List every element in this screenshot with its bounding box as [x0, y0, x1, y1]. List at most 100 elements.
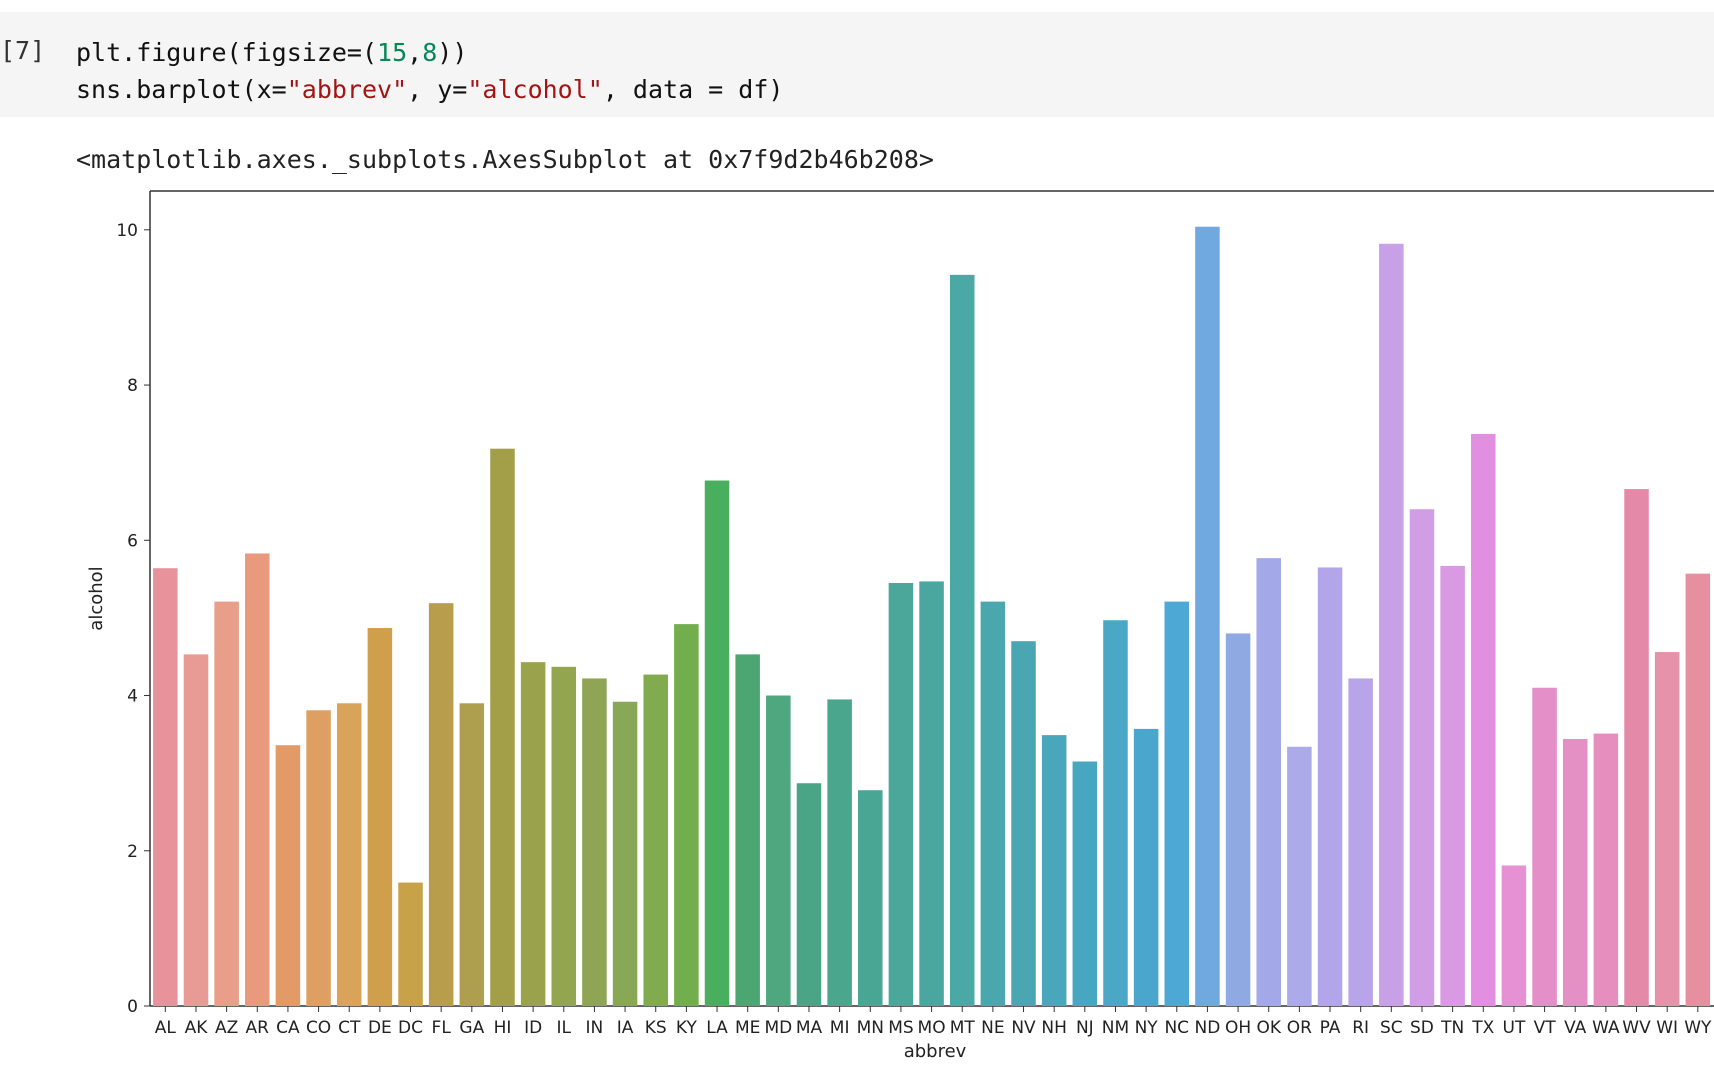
bar-la [704, 480, 730, 1006]
x-tick-label: AZ [215, 1018, 238, 1038]
bar-ar [245, 553, 270, 1006]
bar-sd [1409, 509, 1435, 1006]
x-tick-label: NV [1011, 1018, 1036, 1038]
bar-ri [1348, 678, 1373, 1006]
x-tick-label: DE [368, 1018, 392, 1038]
x-tick-label: MS [888, 1018, 913, 1038]
bar-ga [459, 703, 485, 1006]
y-tick-label: 10 [116, 221, 138, 241]
code-line-2: sns.barplot(x="abbrev", y="alcohol", dat… [76, 75, 784, 104]
x-tick-label: TN [1440, 1018, 1464, 1038]
bar-wv [1624, 489, 1649, 1006]
bar-al [153, 568, 178, 1006]
x-tick-label: IL [557, 1018, 572, 1038]
bar-mn [858, 790, 883, 1006]
bar-il [551, 666, 577, 1006]
x-tick-label: AL [155, 1018, 177, 1038]
bar-ut [1501, 865, 1527, 1006]
bar-wy [1685, 573, 1711, 1006]
bar-wa [1593, 733, 1619, 1006]
bar-ok [1256, 558, 1281, 1006]
x-tick-label: SD [1410, 1018, 1434, 1038]
x-tick-label: WI [1656, 1018, 1678, 1038]
x-tick-label: OK [1256, 1018, 1281, 1038]
x-tick-label: VA [1564, 1018, 1587, 1038]
bar-or [1287, 746, 1312, 1006]
y-axis-label: alcohol [86, 566, 107, 630]
x-tick-label: MI [830, 1018, 850, 1038]
bar-ak [183, 654, 209, 1006]
x-tick-label: KS [645, 1018, 667, 1038]
x-tick-label: SC [1380, 1018, 1403, 1038]
x-tick-label: OH [1225, 1018, 1251, 1038]
bar-nh [1041, 735, 1067, 1006]
x-tick-label: MO [918, 1018, 946, 1038]
code-cell-input[interactable] [0, 12, 1714, 117]
bar-az [214, 601, 239, 1006]
bar-ma [796, 783, 822, 1006]
bar-chart: AL AK AZ AR CA CO CT DE DC FL GA HI ID IL IN IA KS KY LA ME… [86, 190, 1714, 1062]
x-tick-label: MA [796, 1018, 823, 1038]
x-tick-label: UT [1503, 1018, 1526, 1038]
x-tick-label: CO [306, 1018, 331, 1038]
bar-oh [1225, 633, 1251, 1006]
x-tick-label: GA [459, 1018, 484, 1038]
x-tick-label: VT [1534, 1018, 1557, 1038]
bar-nv [1011, 641, 1036, 1006]
x-tick-label: ID [524, 1018, 542, 1038]
bar-sc [1379, 243, 1404, 1006]
bar-hi [490, 448, 515, 1006]
x-tick-label: AR [246, 1018, 270, 1038]
x-tick-label: NC [1164, 1018, 1189, 1038]
x-tick-label: MN [857, 1018, 884, 1038]
x-tick-label: RI [1352, 1018, 1369, 1038]
x-tick-label: LA [706, 1018, 728, 1038]
x-tick-label: NJ [1076, 1018, 1094, 1038]
bar-nj [1072, 761, 1098, 1006]
bar-nd [1195, 226, 1220, 1006]
x-tick-label: PA [1320, 1018, 1341, 1038]
cell-output-repr: <matplotlib.axes._subplots.AxesSubplot a… [76, 145, 934, 174]
x-tick-label: KY [676, 1018, 698, 1038]
bar-ny [1133, 728, 1159, 1006]
bar-mi [827, 699, 852, 1006]
y-tick-label: 0 [127, 997, 138, 1017]
x-tick-label: NH [1041, 1018, 1067, 1038]
bar-ky [674, 624, 699, 1006]
bar-mt [949, 274, 975, 1006]
y-tick-label: 6 [127, 531, 138, 551]
x-tick-label: NE [981, 1018, 1004, 1038]
x-tick-label: TX [1471, 1018, 1494, 1038]
x-tick-label: IA [617, 1018, 634, 1038]
bar-me [735, 654, 760, 1006]
bar-pa [1317, 567, 1343, 1006]
x-tick-label: ME [735, 1018, 760, 1038]
x-tick-label: WA [1592, 1018, 1620, 1038]
x-tick-label: WV [1622, 1018, 1651, 1038]
bar-md [766, 695, 791, 1006]
bar-nc [1164, 601, 1190, 1006]
code-line-1: plt.figure(figsize=(15,8)) [76, 38, 468, 67]
x-tick-label: NY [1135, 1018, 1159, 1038]
bar-ne [980, 601, 1006, 1006]
cell-prompt: [7] [0, 36, 46, 65]
bar-fl [428, 603, 454, 1006]
x-tick-label: WY [1684, 1018, 1712, 1038]
bar-tn [1440, 565, 1465, 1006]
bar-in [582, 678, 607, 1006]
bar-nm [1103, 620, 1128, 1006]
x-tick-label: OR [1287, 1018, 1312, 1038]
x-tick-label: AK [185, 1018, 209, 1038]
bar-ks [643, 674, 668, 1006]
x-tick-label: ND [1195, 1018, 1221, 1038]
bar-id [520, 662, 546, 1006]
x-tick-label: CA [276, 1018, 300, 1038]
bar-co [306, 710, 331, 1006]
y-tick-label: 2 [127, 842, 138, 862]
x-tick-label: NM [1102, 1018, 1129, 1038]
x-tick-label: MT [950, 1018, 976, 1038]
bar-ia [612, 701, 638, 1006]
bar-mo [919, 581, 944, 1006]
code-editor[interactable]: plt.figure(figsize=(15,8)) sns.barplot(x=… [76, 34, 783, 108]
x-axis-label: abbrev [904, 1041, 967, 1062]
